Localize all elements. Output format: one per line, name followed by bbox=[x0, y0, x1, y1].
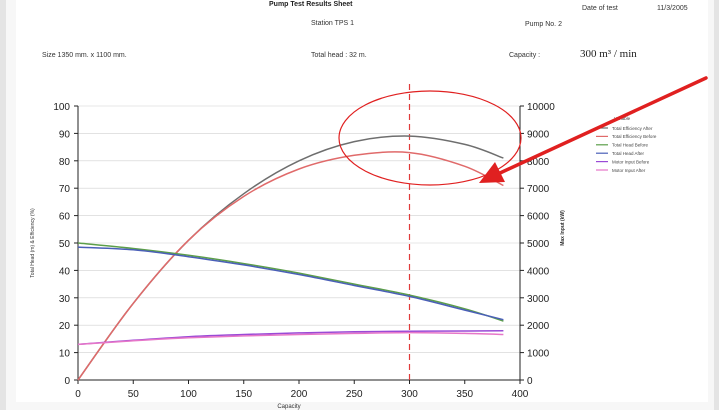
annotation-arrow-head bbox=[479, 162, 505, 183]
y2-tick-label: 4000 bbox=[527, 266, 550, 277]
annotation-arrow-shaft bbox=[498, 76, 708, 175]
x-tick-label: 350 bbox=[456, 389, 473, 400]
series-line-motor-input-after bbox=[77, 331, 504, 346]
series-line-total-head-after bbox=[77, 246, 504, 321]
y2-tick-label: 1000 bbox=[527, 349, 550, 360]
date-value: 11/3/2005 bbox=[657, 5, 688, 12]
legend-label-total-head-after: Total Head After bbox=[612, 151, 645, 156]
annotations bbox=[338, 76, 708, 186]
size-label: Size 1350 mm. x 1100 mm. bbox=[42, 52, 127, 59]
y2-tick-label: 6000 bbox=[527, 212, 550, 223]
y-tick-label: 40 bbox=[59, 266, 71, 277]
x-tick-label: 0 bbox=[75, 389, 81, 400]
y-tick-label: 10 bbox=[59, 349, 71, 360]
y2-tick-label: 8000 bbox=[527, 157, 550, 168]
date-label: Date of test bbox=[582, 5, 618, 12]
capacity-value: 300 m³ / min bbox=[580, 48, 637, 60]
total-head-label: Total head : 32 m. bbox=[311, 52, 367, 59]
sheet-title: Pump Test Results Sheet bbox=[269, 1, 353, 8]
y2-axis-title: Max Input (kW) bbox=[560, 210, 566, 246]
y2-tick-label: 10000 bbox=[527, 102, 555, 113]
annotation-ellipse bbox=[338, 90, 522, 186]
y-tick-label: 100 bbox=[53, 102, 70, 113]
x-tick-label: 250 bbox=[346, 389, 363, 400]
y2-tick-label: 7000 bbox=[527, 184, 550, 195]
legend-label-motor-input-after: Motor Input After bbox=[612, 168, 646, 173]
pump-number: Pump No. 2 bbox=[525, 21, 562, 28]
y-tick-label: 50 bbox=[59, 239, 71, 250]
y2-tick-label: 9000 bbox=[527, 129, 550, 140]
legend-label-total-efficiency-after: Total Efficiency After bbox=[612, 126, 653, 131]
x-tick-label: 50 bbox=[128, 389, 140, 400]
series-line-total-efficiency-before bbox=[77, 151, 504, 381]
x-axis-title: Capacity bbox=[277, 404, 300, 410]
y2-tick-label: 3000 bbox=[527, 294, 550, 305]
x-tick-label: 300 bbox=[401, 389, 418, 400]
y2-tick-label: 0 bbox=[527, 376, 533, 387]
capacity-label: Capacity : bbox=[509, 52, 541, 59]
legend-label-total-head-before: Total Head Before bbox=[612, 143, 649, 148]
x-tick-label: 100 bbox=[180, 389, 197, 400]
y-tick-label: 20 bbox=[59, 321, 71, 332]
grid bbox=[78, 105, 520, 353]
y-tick-label: 90 bbox=[59, 129, 71, 140]
series-lines bbox=[77, 84, 504, 381]
legend-label-motor-input-before: Motor Input Before bbox=[612, 159, 650, 164]
axes: 0102030405060708090100010002000300040005… bbox=[30, 102, 566, 410]
y-tick-label: 60 bbox=[59, 212, 71, 223]
y-axis-title: Total Head (m) & Efficiency (%) bbox=[30, 208, 36, 278]
x-tick-label: 400 bbox=[512, 389, 529, 400]
x-tick-label: 200 bbox=[291, 389, 308, 400]
series-line-total-head-before bbox=[77, 242, 504, 322]
y-tick-label: 30 bbox=[59, 294, 71, 305]
x-tick-label: 150 bbox=[235, 389, 252, 400]
y-tick-label: 80 bbox=[59, 157, 71, 168]
y2-tick-label: 5000 bbox=[527, 239, 550, 250]
results-sheet-page bbox=[16, 0, 708, 402]
y-tick-label: 70 bbox=[59, 184, 71, 195]
y-tick-label: 0 bbox=[64, 376, 70, 387]
station-label: Station TPS 1 bbox=[311, 20, 355, 27]
legend-label-total-efficiency-before: Total Efficiency Before bbox=[612, 134, 657, 139]
y2-tick-label: 2000 bbox=[527, 321, 550, 332]
